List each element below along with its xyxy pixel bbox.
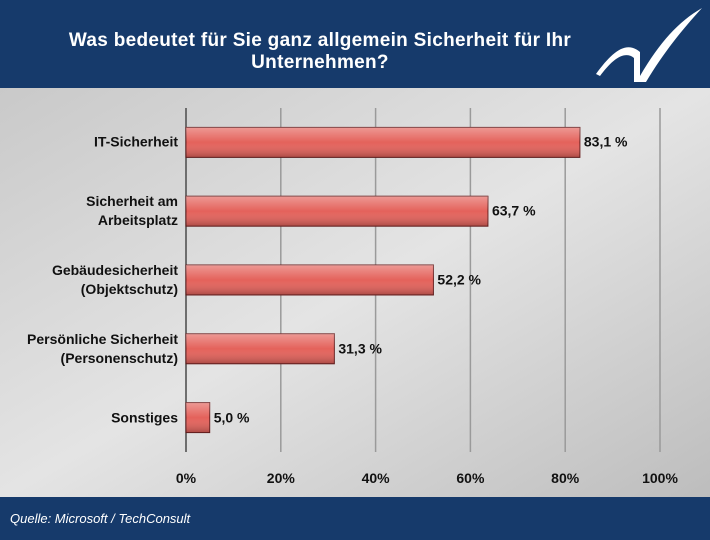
x-tick-label: 80%: [551, 470, 580, 486]
bar-shading: [186, 333, 335, 364]
x-tick-label: 40%: [361, 470, 390, 486]
footer-band: [0, 497, 710, 540]
value-label: 52,2 %: [437, 271, 482, 288]
category-label: Gebäudesicherheit (Objektschutz): [51, 262, 178, 297]
bar-shading: [186, 127, 580, 158]
logo: [596, 8, 702, 82]
x-tick-label: 60%: [456, 470, 485, 486]
bar-shading: [186, 196, 488, 227]
value-label: 83,1 %: [583, 133, 628, 150]
category-label: Persönliche Sicherheit (Personenschutz): [27, 330, 178, 366]
value-label: 63,7 %: [491, 202, 536, 219]
x-tick-label: 0%: [175, 470, 197, 486]
bar-shading: [186, 402, 210, 433]
source-note: Quelle: Microsoft / TechConsult: [10, 511, 191, 526]
category-label: Sonstiges: [111, 409, 178, 426]
header-band: [0, 0, 710, 88]
category-label: IT-Sicherheit: [93, 133, 178, 150]
x-tick-label: 20%: [266, 470, 295, 486]
bar-shading: [186, 265, 434, 295]
value-label: 5,0 %: [213, 409, 250, 426]
value-label: 31,3 %: [338, 340, 382, 357]
category-label: Sicherheit am Arbeitsplatz: [86, 193, 178, 229]
chart-title: Was bedeutet für Sie ganz allgemein Sich…: [68, 30, 572, 73]
x-tick-label: 100%: [642, 470, 678, 486]
